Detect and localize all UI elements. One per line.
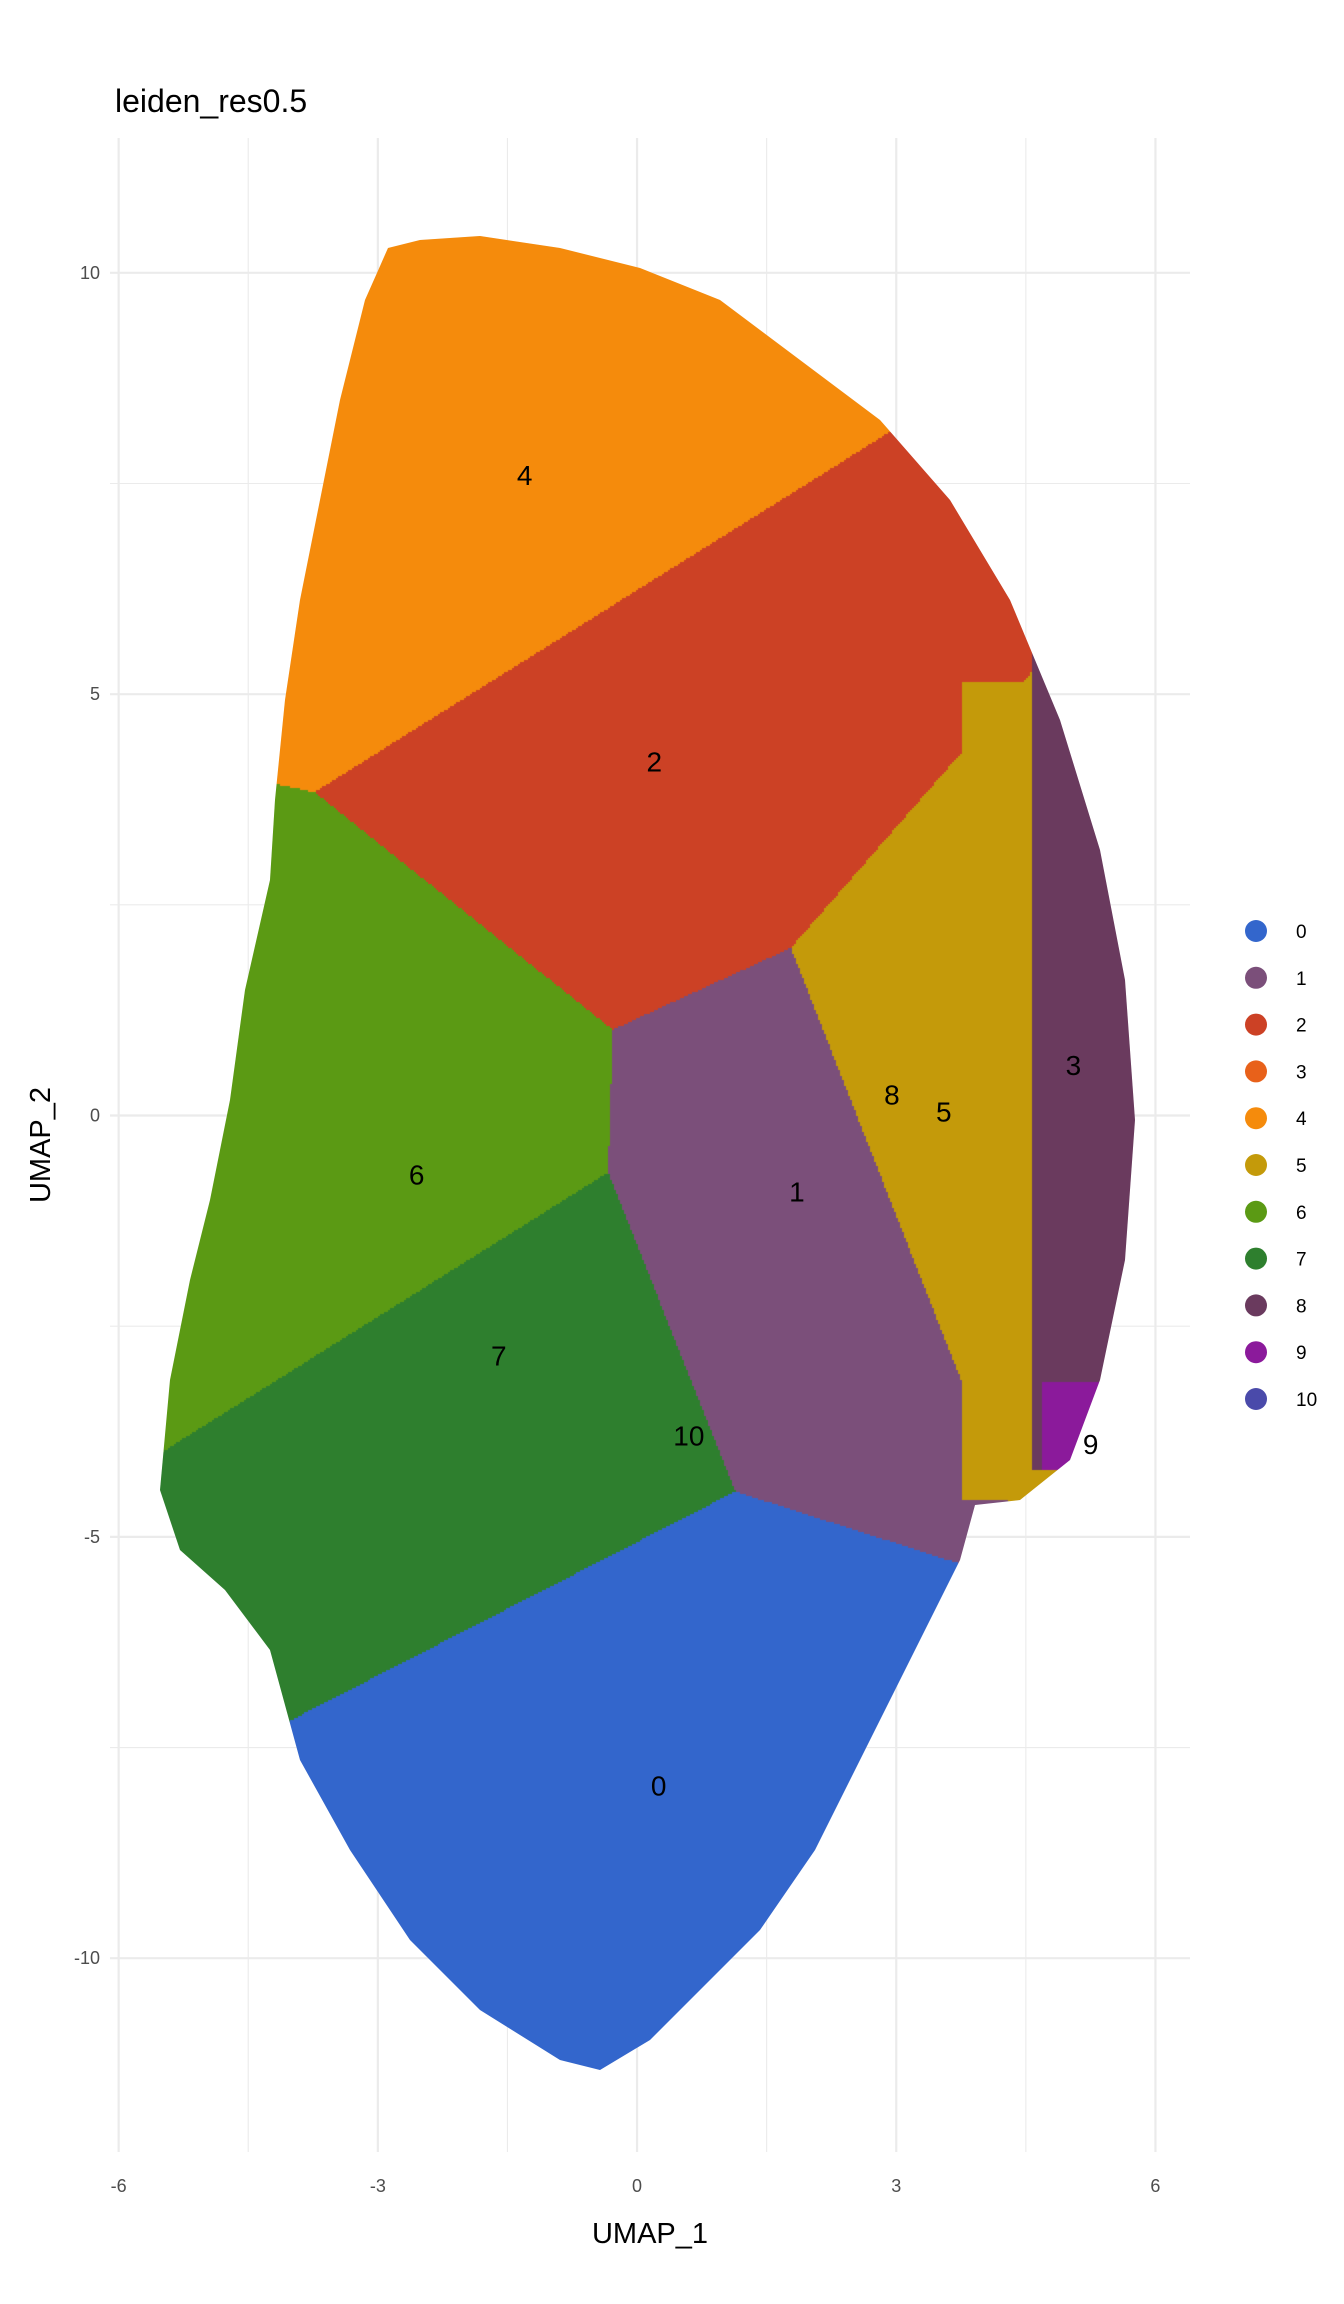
legend-label-4: 4 xyxy=(1296,1109,1307,1130)
legend-key-9 xyxy=(1245,1341,1267,1364)
legend-label-0: 0 xyxy=(1296,922,1307,943)
legend-label-6: 6 xyxy=(1296,1203,1307,1224)
x-tick-label: -3 xyxy=(370,2176,386,2196)
y-tick-label: 10 xyxy=(80,263,100,283)
legend-label-1: 1 xyxy=(1296,969,1307,990)
legend-key-3 xyxy=(1245,1060,1267,1083)
y-tick-label: 5 xyxy=(90,684,100,704)
y-tick-label: -10 xyxy=(74,1948,100,1968)
y-tick-label: 0 xyxy=(90,1106,100,1126)
cluster-label-8: 8 xyxy=(884,1079,900,1110)
legend-label-10: 10 xyxy=(1296,1390,1317,1411)
legend-key-10 xyxy=(1245,1388,1267,1410)
x-tick-label: -6 xyxy=(111,2176,127,2196)
y-tick-label: -5 xyxy=(84,1527,100,1547)
cluster-label-0: 0 xyxy=(651,1770,667,1801)
legend-key-2 xyxy=(1245,1013,1267,1036)
y-axis-title: UMAP_2 xyxy=(25,1087,57,1203)
cluster-label-3: 3 xyxy=(1066,1050,1082,1081)
x-tick-label: 6 xyxy=(1150,2176,1160,2196)
x-tick-label: 3 xyxy=(891,2176,901,2196)
legend-label-7: 7 xyxy=(1296,1250,1307,1271)
legend-key-5 xyxy=(1245,1154,1267,1176)
x-axis-title: UMAP_1 xyxy=(592,2218,708,2250)
x-axis-ticks: -6 -3 0 3 6 xyxy=(111,2176,1161,2196)
legend-label-8: 8 xyxy=(1296,1296,1307,1317)
legend-label-3: 3 xyxy=(1296,1062,1307,1083)
cluster-label-2: 2 xyxy=(647,747,663,778)
y-axis-ticks: -10 -5 0 5 10 xyxy=(74,263,100,1968)
legend-label-9: 9 xyxy=(1296,1343,1307,1364)
cluster-label-5: 5 xyxy=(936,1096,952,1127)
legend-key-0 xyxy=(1245,920,1267,942)
legend-label-2: 2 xyxy=(1296,1016,1307,1037)
cluster-label-9: 9 xyxy=(1083,1429,1099,1460)
legend-key-7 xyxy=(1245,1247,1267,1270)
legend-label-5: 5 xyxy=(1296,1156,1307,1177)
cluster-label-7: 7 xyxy=(491,1341,507,1372)
cluster-label-1: 1 xyxy=(789,1176,805,1207)
legend-key-4 xyxy=(1245,1107,1267,1130)
legend-key-8 xyxy=(1245,1294,1267,1317)
cluster-label-6: 6 xyxy=(409,1159,425,1190)
x-tick-label: 0 xyxy=(632,2176,642,2196)
cluster-label-4: 4 xyxy=(517,460,533,491)
legend-key-6 xyxy=(1245,1200,1267,1223)
cluster-labels: 0 1 2 3 4 5 6 7 8 9 10 xyxy=(409,460,1098,1801)
chart-title: leiden_res0.5 xyxy=(115,83,307,119)
legend: 0 1 2 3 4 5 6 7 8 9 10 xyxy=(1245,920,1317,1411)
cluster-label-10: 10 xyxy=(673,1421,704,1452)
legend-key-1 xyxy=(1245,966,1267,989)
